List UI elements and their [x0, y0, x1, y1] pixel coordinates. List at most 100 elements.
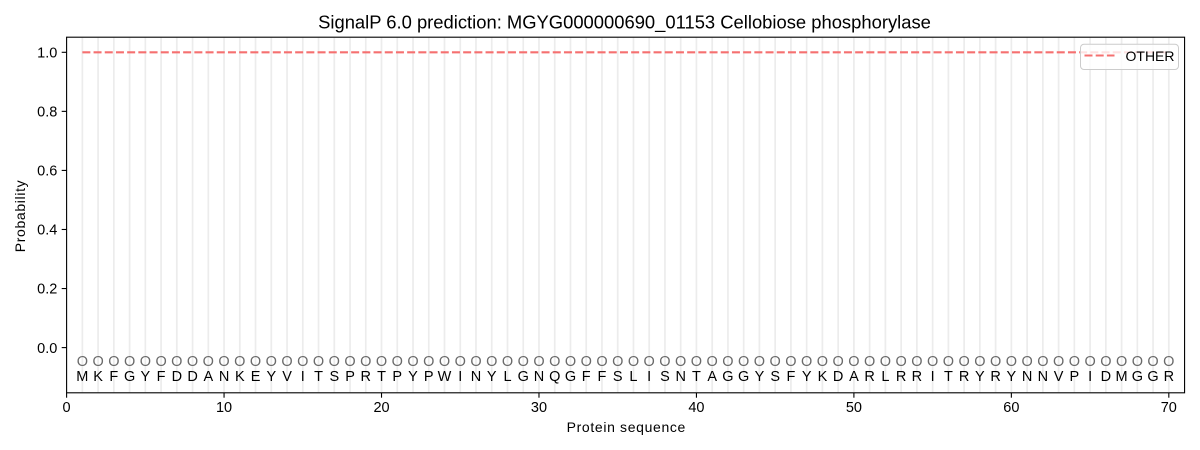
svg-text:G: G	[565, 369, 576, 385]
svg-text:0.0: 0.0	[37, 341, 57, 357]
svg-text:O: O	[1163, 354, 1174, 370]
svg-text:M: M	[1116, 369, 1128, 385]
svg-text:O: O	[565, 354, 576, 370]
svg-text:I: I	[931, 369, 935, 385]
svg-text:O: O	[1116, 354, 1127, 370]
svg-text:Y: Y	[975, 369, 985, 385]
svg-text:O: O	[628, 354, 639, 370]
svg-text:N: N	[675, 369, 685, 385]
svg-text:O: O	[1037, 354, 1048, 370]
svg-text:T: T	[377, 369, 386, 385]
svg-text:O: O	[187, 354, 198, 370]
svg-text:V: V	[282, 369, 292, 385]
svg-text:D: D	[187, 369, 197, 385]
svg-text:O: O	[297, 354, 308, 370]
svg-text:R: R	[864, 369, 874, 385]
svg-text:D: D	[172, 369, 182, 385]
svg-text:O: O	[612, 354, 623, 370]
svg-text:N: N	[219, 369, 229, 385]
svg-text:Y: Y	[266, 369, 276, 385]
svg-text:O: O	[486, 354, 497, 370]
svg-text:S: S	[770, 369, 780, 385]
svg-text:T: T	[692, 369, 701, 385]
svg-text:0.4: 0.4	[37, 223, 57, 239]
svg-text:P: P	[424, 369, 434, 385]
svg-text:O: O	[392, 354, 403, 370]
svg-text:O: O	[848, 354, 859, 370]
svg-text:SignalP 6.0 prediction: MGYG00: SignalP 6.0 prediction: MGYG000000690_01…	[318, 12, 931, 34]
svg-text:40: 40	[688, 400, 704, 416]
svg-text:F: F	[786, 369, 795, 385]
svg-text:O: O	[250, 354, 261, 370]
svg-text:O: O	[281, 354, 292, 370]
svg-text:60: 60	[1003, 400, 1019, 416]
svg-text:S: S	[660, 369, 670, 385]
svg-text:O: O	[817, 354, 828, 370]
svg-text:D: D	[1101, 369, 1111, 385]
svg-text:N: N	[534, 369, 544, 385]
svg-text:K: K	[235, 369, 245, 385]
svg-text:Y: Y	[408, 369, 418, 385]
svg-text:O: O	[581, 354, 592, 370]
svg-text:T: T	[314, 369, 323, 385]
svg-text:O: O	[533, 354, 544, 370]
svg-text:N: N	[1022, 369, 1032, 385]
svg-text:0.8: 0.8	[37, 105, 57, 121]
svg-text:O: O	[423, 354, 434, 370]
svg-text:M: M	[76, 369, 88, 385]
svg-text:I: I	[458, 369, 462, 385]
svg-text:O: O	[691, 354, 702, 370]
svg-text:F: F	[157, 369, 166, 385]
svg-text:O: O	[108, 354, 119, 370]
svg-text:V: V	[1054, 369, 1064, 385]
svg-text:20: 20	[373, 400, 389, 416]
svg-text:O: O	[155, 354, 166, 370]
svg-text:30: 30	[531, 400, 547, 416]
svg-text:O: O	[707, 354, 718, 370]
svg-text:O: O	[344, 354, 355, 370]
svg-text:O: O	[1021, 354, 1032, 370]
svg-text:O: O	[1132, 354, 1143, 370]
svg-text:O: O	[722, 354, 733, 370]
svg-text:N: N	[1038, 369, 1048, 385]
svg-text:G: G	[1132, 369, 1143, 385]
svg-text:Protein sequence: Protein sequence	[567, 419, 686, 435]
svg-text:O: O	[659, 354, 670, 370]
svg-text:S: S	[329, 369, 339, 385]
svg-text:O: O	[911, 354, 922, 370]
svg-text:O: O	[124, 354, 135, 370]
svg-text:O: O	[990, 354, 1001, 370]
svg-text:O: O	[738, 354, 749, 370]
svg-text:O: O	[596, 354, 607, 370]
svg-text:O: O	[864, 354, 875, 370]
svg-text:O: O	[92, 354, 103, 370]
svg-text:N: N	[471, 369, 481, 385]
svg-text:P: P	[1070, 369, 1080, 385]
svg-text:G: G	[124, 369, 135, 385]
svg-text:O: O	[329, 354, 340, 370]
svg-text:OTHER: OTHER	[1126, 48, 1175, 64]
svg-text:K: K	[818, 369, 828, 385]
svg-text:O: O	[1053, 354, 1064, 370]
svg-text:O: O	[770, 354, 781, 370]
svg-text:Y: Y	[487, 369, 497, 385]
svg-text:I: I	[647, 369, 651, 385]
svg-text:Q: Q	[549, 369, 560, 385]
svg-text:P: P	[392, 369, 402, 385]
svg-text:Probability: Probability	[12, 180, 28, 253]
svg-text:10: 10	[216, 400, 232, 416]
svg-text:O: O	[785, 354, 796, 370]
svg-text:O: O	[927, 354, 938, 370]
svg-text:O: O	[376, 354, 387, 370]
svg-text:R: R	[896, 369, 906, 385]
svg-text:O: O	[407, 354, 418, 370]
svg-text:O: O	[549, 354, 560, 370]
svg-text:O: O	[1147, 354, 1158, 370]
svg-text:I: I	[301, 369, 305, 385]
svg-text:50: 50	[846, 400, 862, 416]
svg-text:O: O	[754, 354, 765, 370]
svg-text:O: O	[1100, 354, 1111, 370]
svg-text:Y: Y	[1007, 369, 1017, 385]
svg-text:R: R	[361, 369, 371, 385]
svg-text:O: O	[801, 354, 812, 370]
